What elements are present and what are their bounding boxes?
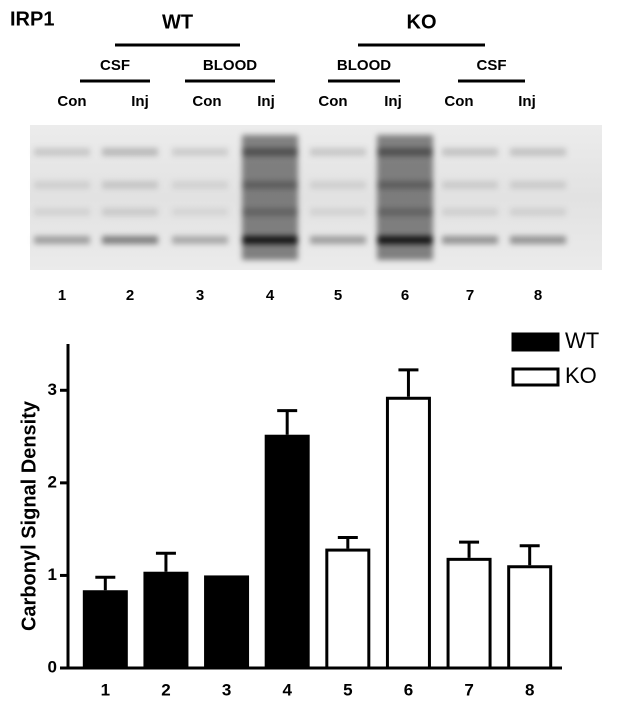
bar: [204, 575, 250, 670]
error-bar: [519, 544, 540, 566]
bar: [325, 548, 371, 670]
x-tick-label: 7: [464, 680, 473, 699]
lane-number: 5: [334, 287, 342, 304]
lane-label: Con: [318, 93, 347, 110]
blot-band: [102, 236, 158, 244]
lane-number: 2: [126, 287, 134, 304]
lane-number: 4: [266, 287, 275, 304]
error-bar: [95, 575, 116, 591]
blot-band: [510, 236, 566, 244]
subgroup-label: BLOOD: [203, 57, 257, 74]
x-tick-label: 4: [282, 680, 292, 699]
blot-band: [442, 236, 498, 244]
blot-smear: [242, 135, 298, 260]
group-label: WT: [162, 11, 193, 33]
error-bar: [337, 535, 358, 549]
y-axis-label: Carbonyl Signal Density: [18, 400, 40, 631]
blot-band: [510, 181, 566, 189]
blot-band: [442, 181, 498, 189]
blot-band: [310, 181, 366, 189]
blot-band: [34, 181, 90, 189]
blot-band: [102, 181, 158, 189]
y-tick-label: 1: [48, 565, 57, 584]
x-tick-label: 3: [222, 680, 231, 699]
lane-label: Inj: [384, 93, 402, 110]
blot-band: [172, 208, 228, 216]
bar-chart: 0 1 2 3 Carbonyl Signal Density 1 2 3 4 5 6 7 8 WT KO: [18, 328, 599, 700]
lane-label: Inj: [257, 93, 275, 110]
blot-band: [310, 148, 366, 156]
error-bar: [277, 409, 298, 435]
blot-band: [172, 148, 228, 156]
bar: [446, 557, 492, 670]
x-tick-label: 5: [343, 680, 352, 699]
protein-label: IRP1: [10, 8, 54, 30]
subgroup-label: CSF: [100, 57, 130, 74]
lane-number: 8: [534, 287, 542, 304]
bar: [385, 396, 431, 670]
y-tick-label: 0: [48, 657, 57, 676]
bar: [264, 434, 310, 670]
error-bar: [155, 551, 176, 572]
blot-header: IRP1 WT CSF Con Inj BLOOD Con Inj KO BLOOD Con Inj C…: [10, 8, 542, 304]
blot-image: [30, 125, 602, 270]
blot-band: [34, 148, 90, 156]
lane-number: 6: [401, 287, 409, 304]
error-bar: [459, 540, 480, 558]
lane-number: 3: [196, 287, 204, 304]
error-bar: [398, 368, 419, 397]
subgroup-label: BLOOD: [337, 57, 391, 74]
blot-band: [172, 236, 228, 244]
blot-bands: [34, 135, 566, 260]
blot-band: [34, 208, 90, 216]
x-tick-label: 6: [404, 680, 413, 699]
blot-band: [172, 181, 228, 189]
y-tick-label: 3: [48, 380, 57, 399]
bar: [507, 565, 553, 670]
lane-label: Con: [444, 93, 473, 110]
legend-swatch: [511, 367, 560, 387]
lane-label: Inj: [518, 93, 536, 110]
blot-smear: [377, 135, 433, 260]
bar: [82, 590, 128, 670]
lane-label: Inj: [131, 93, 149, 110]
bar: [143, 571, 189, 670]
lane-label: Con: [57, 93, 86, 110]
group-label: KO: [407, 11, 437, 33]
legend-swatch: [511, 332, 560, 352]
blot-band: [102, 148, 158, 156]
x-tick-label: 1: [101, 680, 110, 699]
lane-number: 7: [466, 287, 474, 304]
blot-band: [510, 148, 566, 156]
blot-band: [310, 208, 366, 216]
blot-band: [510, 208, 566, 216]
x-tick-label: 2: [161, 680, 170, 699]
blot-band: [442, 148, 498, 156]
blot-background: [30, 125, 602, 270]
lane-number: 1: [58, 287, 66, 304]
subgroup-label: CSF: [477, 57, 507, 74]
x-tick-label: 8: [525, 680, 534, 699]
blot-band: [34, 236, 90, 244]
y-tick-label: 2: [48, 472, 57, 491]
lane-label: Con: [192, 93, 221, 110]
blot-band: [102, 208, 158, 216]
legend-label: WT: [565, 328, 599, 353]
legend-label: KO: [565, 363, 597, 388]
blot-band: [310, 236, 366, 244]
blot-band: [442, 208, 498, 216]
